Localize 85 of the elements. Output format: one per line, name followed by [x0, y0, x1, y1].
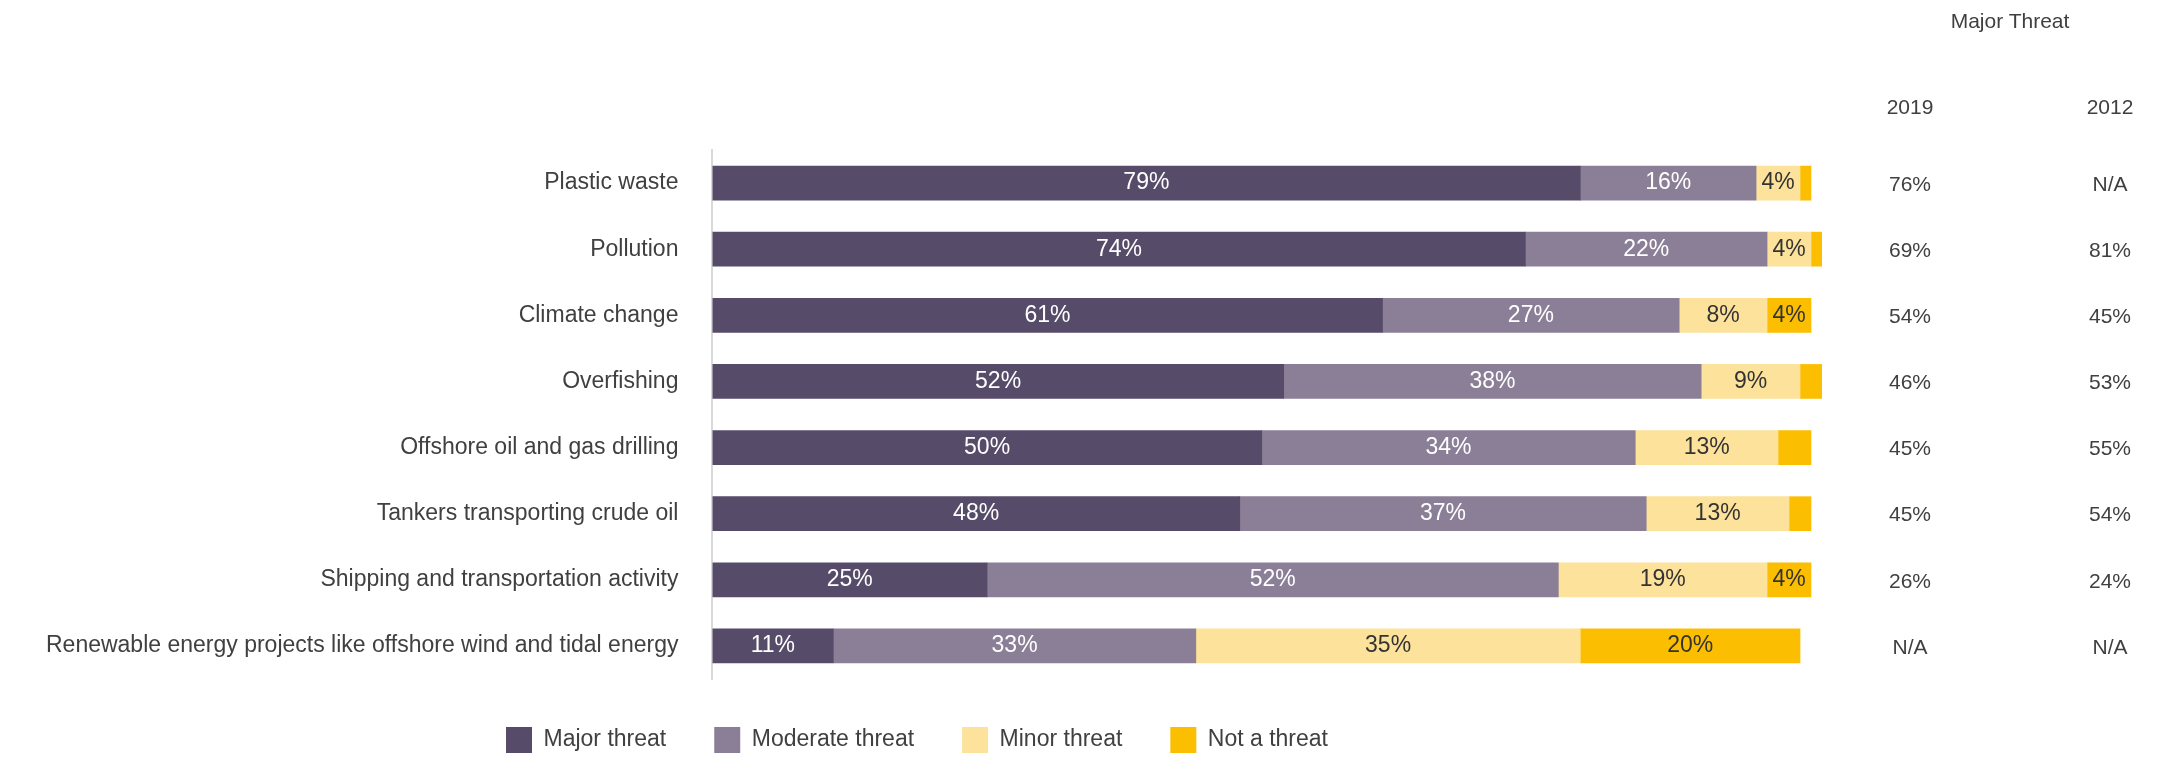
data-label: 34%: [1425, 432, 1472, 459]
text: 55%: [2088, 436, 2132, 460]
legend-label: Not a threat: [1207, 725, 1329, 752]
bar: [1799, 364, 1822, 399]
bar: [1195, 628, 1581, 664]
text: Major Threat: [1950, 8, 2070, 32]
bar: [1283, 364, 1702, 399]
bar: [1579, 165, 1757, 201]
data-label: 25%: [826, 565, 873, 592]
data-label: 37%: [1419, 499, 1467, 526]
bar: [1645, 496, 1790, 532]
data-label: 27%: [1507, 300, 1554, 327]
data-label: 33%: [991, 631, 1038, 658]
data-label: 52%: [1249, 565, 1296, 592]
data-label: 52%: [975, 366, 1022, 393]
text: N/A: [2092, 171, 2128, 195]
bar: [1239, 496, 1647, 532]
text: N/A: [1892, 634, 1928, 658]
legend-label: Minor threat: [999, 725, 1123, 752]
bar: [712, 364, 1285, 399]
bar: [712, 231, 1526, 267]
y-tick-label: Renewable energy projects like offshore wind and tidal energy: [45, 631, 679, 658]
data-label: 48%: [953, 499, 1000, 526]
data-label: 13%: [1683, 432, 1730, 459]
bar: [1777, 430, 1812, 465]
text: 81%: [2088, 237, 2132, 261]
text: 46%: [1888, 370, 1932, 394]
bar: [986, 562, 1559, 598]
bar: [1579, 628, 1801, 664]
text: 54%: [1888, 304, 1932, 328]
y-tick-label: Tankers transporting crude oil: [376, 499, 679, 526]
data-label: 13%: [1694, 499, 1741, 526]
y-tick-label: Pollution: [590, 234, 679, 261]
data-label: 4%: [1772, 300, 1806, 327]
data-label: 61%: [1024, 300, 1071, 327]
text: 26%: [1888, 568, 1932, 592]
y-tick-label: Plastic waste: [544, 168, 679, 195]
bar: [712, 165, 1581, 201]
bar: [1634, 430, 1779, 465]
bar: [1700, 364, 1801, 399]
bar: [832, 628, 1197, 664]
data-label: 35%: [1365, 631, 1412, 658]
bar: [1558, 562, 1768, 598]
data-label: 79%: [1123, 168, 1170, 195]
bar: [712, 496, 1241, 532]
text: 54%: [2088, 502, 2132, 526]
text: N/A: [2092, 634, 2128, 658]
bar: [712, 628, 834, 664]
data-label: 8%: [1706, 300, 1740, 327]
bar: [1810, 231, 1822, 267]
text: 76%: [1888, 171, 1932, 195]
text: 2019: [1886, 94, 1934, 118]
legend-label: Moderate threat: [751, 725, 915, 752]
text: 24%: [2088, 568, 2132, 592]
bar: [712, 297, 1383, 333]
text: 45%: [2088, 304, 2132, 328]
bar: [1788, 496, 1812, 532]
y-tick-label: Overfishing: [562, 366, 679, 393]
data-label: 16%: [1645, 168, 1692, 195]
y-tick-label: Offshore oil and gas drilling: [400, 432, 679, 459]
bar: [1525, 231, 1768, 267]
text: 69%: [1888, 237, 1932, 261]
bar: [1261, 430, 1636, 465]
data-label: 20%: [1667, 631, 1714, 658]
y-tick-label: Climate change: [518, 300, 679, 327]
text: 53%: [2088, 370, 2132, 394]
bar: [1799, 165, 1812, 201]
y-tick-label: Shipping and transportation activity: [320, 565, 679, 592]
data-label: 50%: [964, 432, 1011, 459]
text: 45%: [1888, 436, 1932, 460]
data-label: 9%: [1733, 366, 1768, 393]
data-label: 22%: [1623, 234, 1670, 261]
bar: [712, 430, 1263, 465]
text: 2012: [2086, 94, 2134, 118]
data-label: 11%: [750, 631, 796, 658]
bar: [712, 562, 988, 598]
data-label: 38%: [1469, 366, 1516, 393]
text: 45%: [1888, 502, 1932, 526]
data-label: 4%: [1772, 234, 1806, 261]
bar: [1382, 297, 1680, 333]
data-label: 4%: [1772, 565, 1806, 592]
data-label: 19%: [1639, 565, 1686, 592]
legend-label: Major threat: [543, 725, 667, 752]
data-label: 4%: [1761, 168, 1795, 195]
data-label: 74%: [1095, 234, 1142, 261]
